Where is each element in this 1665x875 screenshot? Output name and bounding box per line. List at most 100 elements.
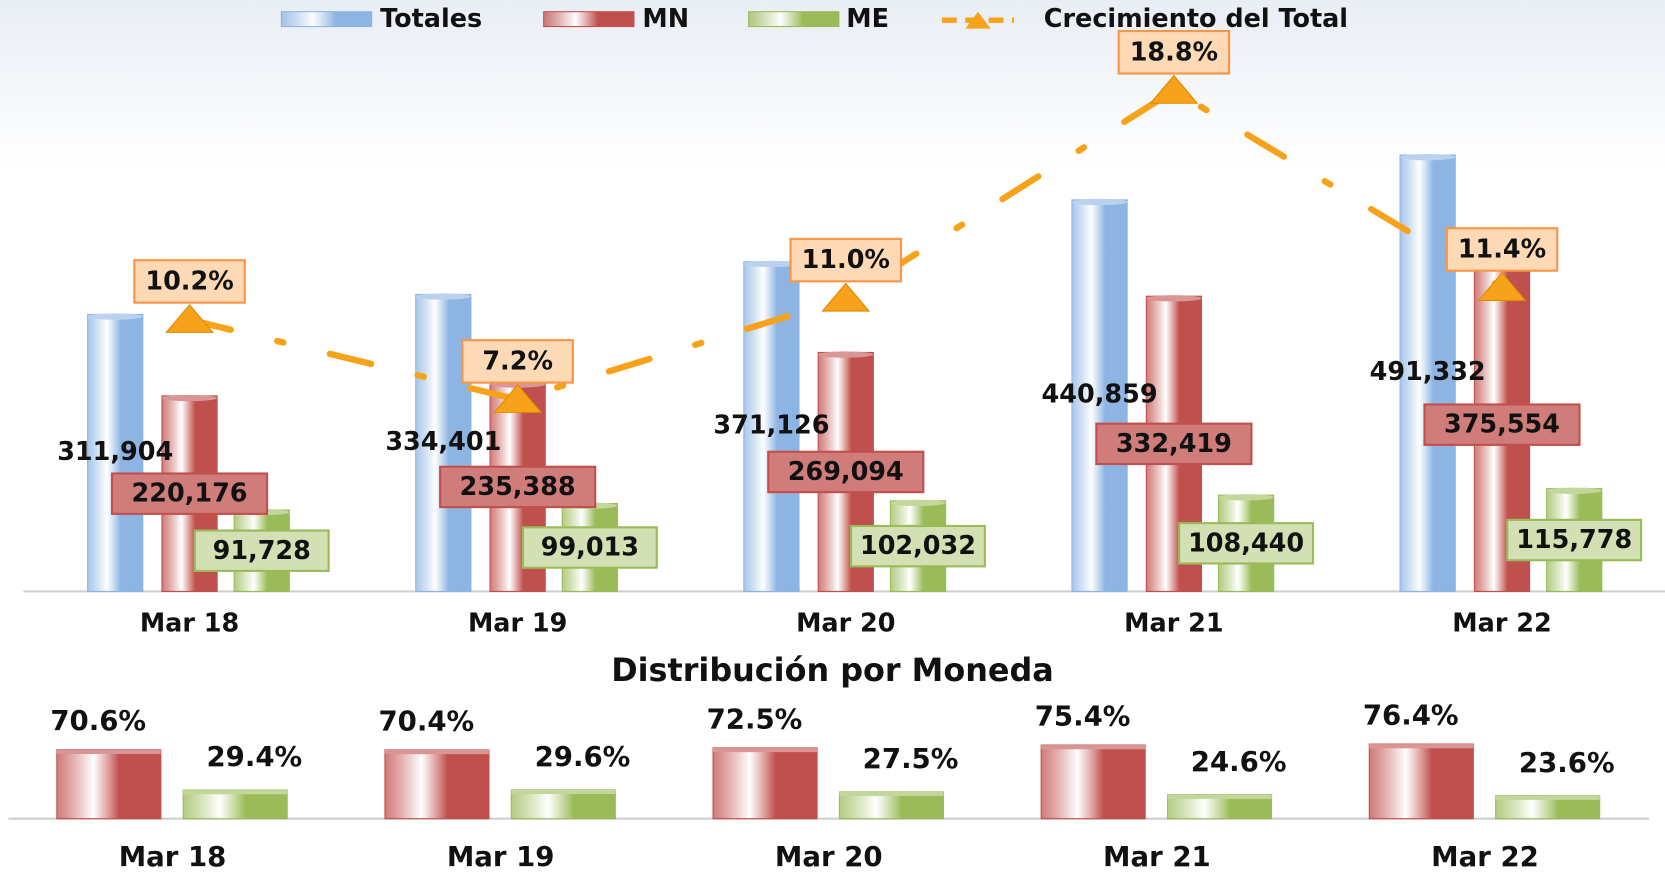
label-box — [1423, 403, 1581, 446]
data-label: 375,554 — [1444, 410, 1560, 440]
data-label: 70.4% — [378, 704, 474, 737]
data-label: 11.0% — [802, 245, 890, 275]
x-tick-label: Mar 18 — [119, 840, 227, 873]
label-box — [110, 472, 269, 515]
data-label: 332,419 — [1116, 429, 1232, 459]
data-label: 440,859 — [1042, 380, 1158, 410]
data-label: 108,440 — [1188, 528, 1304, 558]
legend-label: Crecimiento del Total — [1044, 4, 1348, 34]
data-label: 75.4% — [1035, 699, 1131, 732]
x-tick-label: Mar 22 — [1452, 608, 1551, 638]
data-label: 311,904 — [57, 437, 173, 467]
bar — [1071, 199, 1128, 593]
marker — [1477, 271, 1527, 301]
legend-swatch — [543, 11, 635, 28]
x-tick-label: Mar 22 — [1431, 840, 1539, 873]
data-label: 11.4% — [1458, 235, 1546, 265]
data-label: 18.8% — [1130, 37, 1218, 67]
x-tick-label: Mar 18 — [140, 608, 239, 638]
bar — [510, 789, 616, 820]
bar — [838, 791, 944, 820]
label-box — [767, 450, 925, 494]
marker — [1149, 74, 1199, 104]
bar-cap — [1146, 295, 1202, 302]
marker — [493, 383, 543, 413]
data-label: 29.6% — [535, 740, 631, 773]
bar-cap — [839, 791, 944, 797]
chart-title: Distribución por Moneda — [611, 651, 1054, 689]
data-label: 23.6% — [1519, 746, 1615, 779]
data-label: 72.5% — [707, 702, 803, 735]
bar-cap — [384, 749, 489, 755]
background — [0, 0, 1665, 170]
bar — [1368, 743, 1474, 820]
data-label: 235,388 — [460, 472, 576, 502]
bar-cap — [1071, 198, 1128, 206]
bar-cap — [161, 394, 218, 402]
bar-cap — [713, 747, 818, 753]
label-box — [461, 339, 574, 384]
bar — [87, 313, 144, 593]
data-label: 269,094 — [788, 457, 904, 487]
bar-cap — [1167, 794, 1272, 799]
bar-cap — [511, 789, 616, 795]
data-label: 99,013 — [541, 533, 639, 563]
bar-cap — [87, 313, 143, 320]
bar-cap — [1218, 494, 1274, 501]
data-label: 91,728 — [213, 536, 311, 566]
bar — [182, 789, 288, 820]
data-label: 115,778 — [1516, 525, 1632, 555]
x-tick-label: Mar 19 — [447, 840, 555, 873]
label-box — [850, 524, 986, 568]
label-box — [1445, 227, 1559, 272]
label-box — [193, 529, 330, 572]
data-label: 29.4% — [206, 740, 302, 773]
bar-cap — [1546, 487, 1602, 494]
bar-cap — [1041, 745, 1146, 750]
bar-cap — [183, 789, 288, 795]
legend-label: MN — [642, 4, 689, 34]
x-tick-label: Mar 21 — [1124, 608, 1223, 638]
x-tick-label: Mar 21 — [1103, 840, 1211, 873]
bar-cap — [818, 351, 874, 358]
legend-swatch — [748, 11, 840, 28]
bar-cap — [743, 260, 800, 268]
label-box — [1117, 29, 1231, 75]
data-label: 102,032 — [860, 531, 976, 561]
bar-cap — [56, 749, 161, 754]
bar — [712, 747, 818, 820]
legend-label: Totales — [380, 4, 482, 34]
line — [186, 86, 1506, 403]
data-label: 491,332 — [1370, 357, 1486, 387]
label-box — [133, 259, 246, 304]
label-box — [789, 237, 903, 283]
legend-marker — [965, 11, 991, 29]
label-box — [521, 526, 658, 569]
label-box — [1506, 518, 1643, 562]
bar-cap — [415, 293, 471, 300]
bar-cap — [1400, 153, 1456, 161]
x-tick-label: Mar 19 — [468, 608, 567, 638]
data-label: 334,401 — [385, 427, 501, 457]
data-label: 24.6% — [1191, 745, 1287, 778]
label-box — [439, 465, 597, 509]
data-label: 220,176 — [132, 479, 248, 509]
data-label: 10.2% — [145, 266, 233, 296]
x-tick-label: Mar 20 — [796, 608, 895, 638]
bar-cap — [1369, 744, 1474, 749]
legend-label: ME — [846, 4, 889, 34]
x-tick-label: Mar 20 — [775, 840, 883, 873]
bar — [1040, 744, 1146, 820]
bar — [56, 749, 162, 820]
bar — [384, 749, 490, 820]
bar-cap — [1495, 795, 1600, 800]
data-label: 27.5% — [863, 742, 959, 775]
marker — [165, 303, 215, 333]
marker — [821, 282, 871, 312]
bar-cap — [890, 499, 946, 507]
legend: Totales MN ME Crecimiento del Total — [280, 4, 1348, 34]
legend-swatch — [280, 11, 373, 28]
label-box — [1095, 422, 1253, 466]
